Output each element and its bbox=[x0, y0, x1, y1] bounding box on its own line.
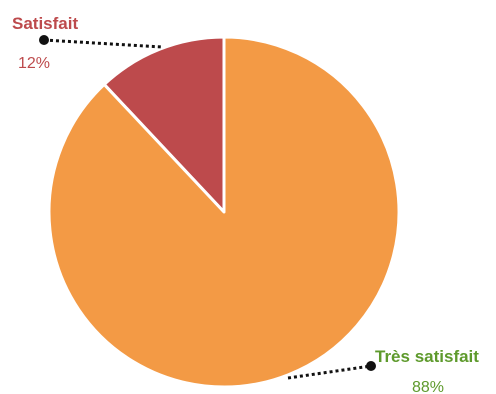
leader-dot-satisfait bbox=[39, 35, 49, 45]
leader-line-tres-satisfait bbox=[287, 364, 372, 380]
slice-value-satisfait: 12% bbox=[18, 55, 50, 72]
slice-label-tres-satisfait: Très satisfait bbox=[375, 347, 479, 366]
slice-label-satisfait: Satisfait bbox=[12, 14, 78, 33]
pie-slice-tr-s-satisfait bbox=[47, 35, 401, 389]
leader-line-satisfait bbox=[43, 38, 163, 49]
pie-slices bbox=[47, 35, 401, 389]
annotation-satisfait: Satisfait 12% bbox=[12, 14, 163, 72]
pie-slice-satisfait bbox=[102, 35, 226, 214]
leader-dot-tres-satisfait bbox=[366, 361, 376, 371]
slice-value-tres-satisfait: 88% bbox=[412, 379, 444, 394]
annotation-tres-satisfait: Très satisfait 88% bbox=[287, 347, 479, 394]
